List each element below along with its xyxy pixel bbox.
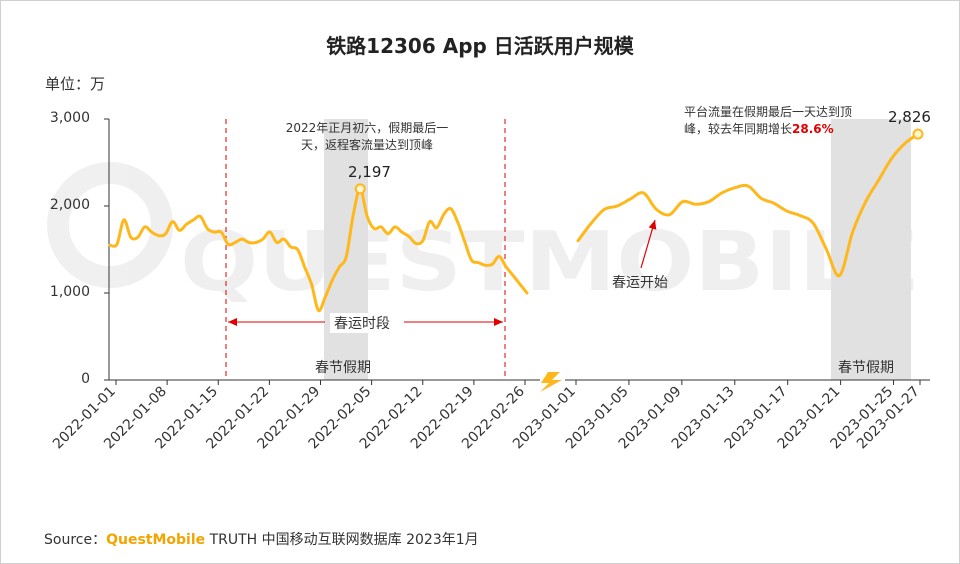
holiday-label-2023: 春节假期	[838, 360, 894, 376]
watermark-text: QUESTMOBILE	[180, 215, 920, 310]
note-2022: 2022年正月初六，假期最后一天，返程客流量达到顶峰	[285, 121, 449, 152]
rush-start-label: 春运开始	[612, 275, 668, 291]
spring-rush-label: 春运时段	[330, 313, 394, 333]
peak-marker	[354, 183, 366, 195]
source-brand: QuestMobile	[106, 532, 206, 548]
series-line-2023	[576, 132, 920, 278]
chart-title: 铁路12306 App 日活跃用户规模	[326, 34, 634, 58]
source-line: Source：QuestMobile TRUTH 中国移动互联网数据库 2023…	[44, 529, 479, 549]
source-suffix: TRUTH 中国移动互联网数据库 2023年1月	[205, 532, 479, 548]
note-2023-pct: 28.6%	[792, 122, 834, 136]
axis-break-icon	[540, 372, 562, 392]
rush-start-arrow	[640, 219, 657, 269]
peak-marker	[912, 128, 924, 140]
holiday-label-2022: 春节假期	[315, 360, 371, 376]
peak-label-2023: 2,826	[888, 108, 931, 126]
y-tick-label: 1,000	[49, 284, 90, 300]
peak-label-2022: 2,197	[348, 163, 391, 181]
y-tick-label: 3,000	[49, 110, 90, 126]
holiday-band	[324, 119, 368, 380]
unit-label: 单位：万	[45, 75, 106, 93]
y-tick-label: 0	[81, 371, 90, 387]
watermark: QUESTMOBILE	[47, 162, 920, 310]
y-tick-label: 2,000	[49, 197, 90, 213]
series-line-2022	[108, 187, 529, 313]
note-2023: 平台流量在假期最后一天达到顶峰，较去年同期增长28.6%	[684, 104, 862, 138]
source-prefix: Source：	[44, 532, 107, 548]
note-2023-text: 平台流量在假期最后一天达到顶峰，较去年同期增长	[684, 105, 853, 136]
holiday-band	[831, 119, 911, 380]
